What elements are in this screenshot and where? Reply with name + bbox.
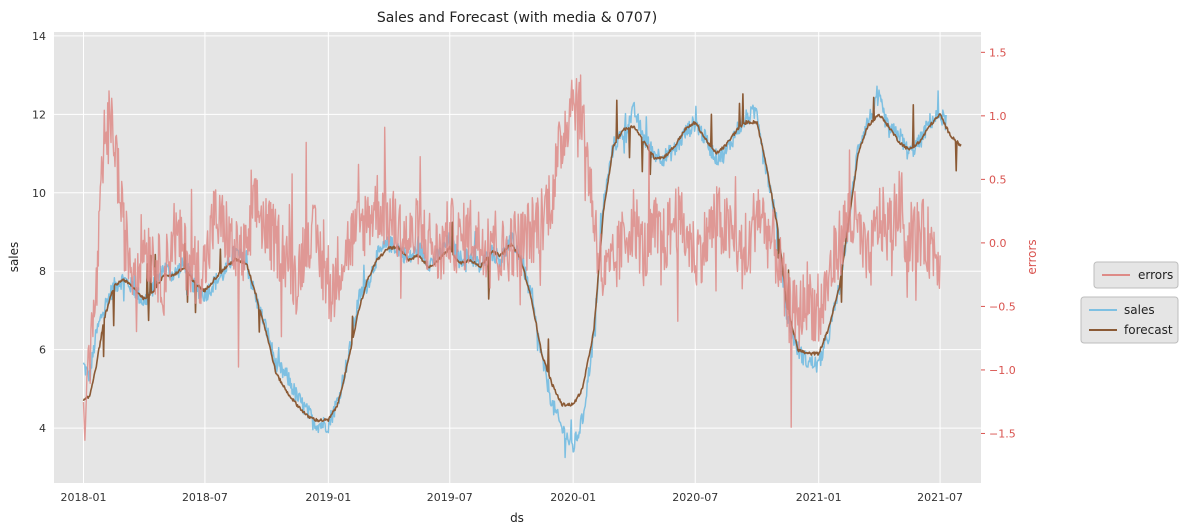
data-layer: [82, 74, 962, 459]
x-tick-label: 2021-01: [796, 491, 842, 504]
y-axis-label-left: sales: [7, 242, 21, 273]
legend-sales-forecast: sales forecast: [1080, 296, 1179, 344]
y-tick-label-right: 1.0: [989, 110, 1007, 123]
y-axis-label-right: errors: [1025, 239, 1039, 274]
y-tick-label-left: 14: [32, 30, 46, 43]
y-tick-label-left: 12: [32, 108, 46, 121]
y-tick-label-right: 0.0: [989, 237, 1007, 250]
y-tick-label-right: 0.5: [989, 173, 1007, 186]
legend-sales-label: sales: [1124, 303, 1155, 317]
x-tick-label: 2018-01: [61, 491, 107, 504]
x-tick-label: 2019-07: [427, 491, 473, 504]
axes-layer: 2018-01 2018-07 2019-01 2019-07 2020-01 2020-…: [32, 30, 1016, 504]
x-axis-label: ds: [510, 511, 524, 525]
x-tick-label: 2020-07: [672, 491, 718, 504]
legend-errors-box: [1093, 261, 1179, 289]
y-tick-label-left: 8: [39, 265, 46, 278]
legend-errors: errors: [1093, 261, 1179, 289]
y-tick-label-left: 10: [32, 187, 46, 200]
y-tick-label-right: −0.5: [989, 300, 1016, 313]
y-tick-label-right: 1.5: [989, 46, 1007, 59]
legend-errors-label: errors: [1138, 268, 1173, 282]
legend-sales-forecast-box: [1080, 296, 1179, 344]
errors-line: [82, 74, 941, 441]
y-tick-label-left: 6: [39, 344, 46, 357]
x-tick-label: 2018-07: [182, 491, 228, 504]
chart-title: Sales and Forecast (with media & 0707): [377, 10, 657, 26]
y-tick-label-right: −1.5: [989, 427, 1016, 440]
x-tick-label: 2021-07: [917, 491, 963, 504]
y-tick-label-left: 4: [39, 422, 46, 435]
y-tick-label-right: −1.0: [989, 364, 1016, 377]
x-tick-label: 2019-01: [305, 491, 351, 504]
x-tick-label: 2020-01: [550, 491, 596, 504]
legend-forecast-label: forecast: [1124, 323, 1173, 337]
